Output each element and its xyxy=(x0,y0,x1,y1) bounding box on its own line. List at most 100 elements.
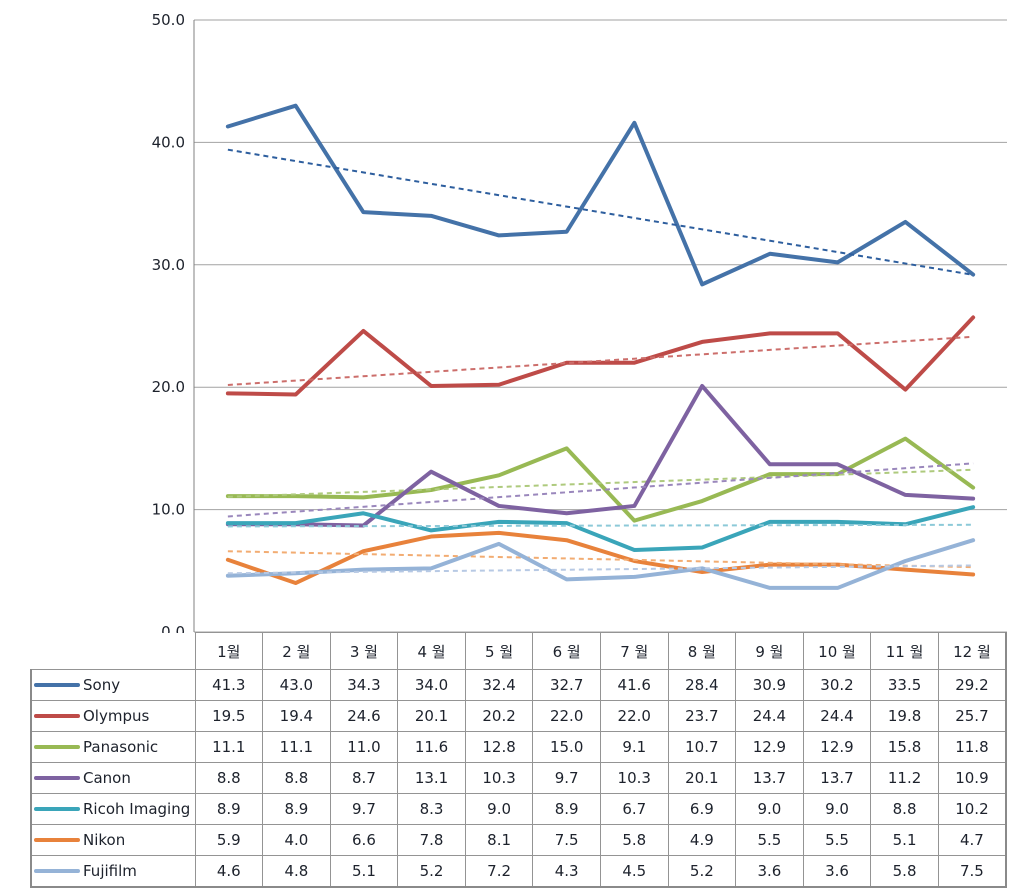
value-cell: 7.8 xyxy=(397,823,466,856)
value-cell: 11.0 xyxy=(329,730,399,763)
value-cell: 13.1 xyxy=(397,761,466,794)
month-header-cell: 7 월 xyxy=(599,632,669,670)
value-cell: 22.0 xyxy=(532,699,601,732)
legend-entry: Panasonic xyxy=(33,732,194,761)
value-cell: 6.9 xyxy=(667,792,737,825)
value-cell: 5.2 xyxy=(397,854,466,888)
value-cell: 41.6 xyxy=(599,669,669,701)
trendline-sony xyxy=(227,148,974,276)
month-header-cell: 2 월 xyxy=(262,632,331,670)
value-cell: 33.5 xyxy=(870,669,939,701)
legend-key-line xyxy=(34,744,80,749)
legend-series-name: Nikon xyxy=(83,830,126,849)
trendline-ricoh-imaging xyxy=(227,523,974,528)
table-row: Fujifilm 4.6 4.8 5.1 5.2 7.2 4.3 4.5 5.2 3.6 3.6 5.… xyxy=(30,854,1007,888)
value-cell: 9.0 xyxy=(735,792,804,825)
month-header-cell: 8 월 xyxy=(667,632,737,670)
value-cell: 5.5 xyxy=(735,823,804,856)
value-cell: 20.1 xyxy=(667,761,737,794)
trendline-panasonic xyxy=(227,468,974,498)
value-cell: 4.9 xyxy=(667,823,737,856)
value-cell: 19.4 xyxy=(262,699,331,732)
legend-series-name: Panasonic xyxy=(83,737,159,756)
value-cell: 28.4 xyxy=(667,669,737,701)
value-cell: 15.8 xyxy=(870,730,939,763)
legend-entry: Sony xyxy=(33,670,194,699)
legend-entry: Ricoh Imaging xyxy=(33,794,194,823)
value-cell: 30.9 xyxy=(735,669,804,701)
legend-entry: Olympus xyxy=(33,701,194,730)
value-cell: 20.2 xyxy=(464,699,534,732)
value-cell: 25.7 xyxy=(937,699,1007,732)
series-line-fujifilm xyxy=(225,538,976,590)
value-cell: 3.6 xyxy=(802,854,872,888)
y-axis-tick-label: 30.0 xyxy=(152,256,185,274)
value-cell: 19.5 xyxy=(194,699,264,732)
value-cell: 5.8 xyxy=(870,854,939,888)
trendline-canon xyxy=(227,462,974,518)
legend-cell: Ricoh Imaging xyxy=(30,792,196,825)
legend-key-line xyxy=(34,682,80,687)
value-cell: 11.1 xyxy=(262,730,331,763)
value-cell: 9.0 xyxy=(802,792,872,825)
value-cell: 8.3 xyxy=(397,792,466,825)
value-cell: 7.2 xyxy=(464,854,534,888)
value-cell: 9.7 xyxy=(329,792,399,825)
legend-series-name: Sony xyxy=(83,675,121,694)
value-cell: 30.2 xyxy=(802,669,872,701)
value-cell: 11.1 xyxy=(194,730,264,763)
legend-key-line xyxy=(34,713,80,718)
legend-entry: Nikon xyxy=(33,825,194,854)
value-cell: 24.6 xyxy=(329,699,399,732)
y-axis-tick-label: 50.0 xyxy=(152,11,185,29)
value-cell: 23.7 xyxy=(667,699,737,732)
value-cell: 10.2 xyxy=(937,792,1007,825)
legend-key-line xyxy=(34,806,80,811)
value-cell: 3.6 xyxy=(735,854,804,888)
value-cell: 10.9 xyxy=(937,761,1007,794)
legend-series-name: Fujifilm xyxy=(83,861,137,880)
value-cell: 41.3 xyxy=(194,669,264,701)
value-cell: 34.3 xyxy=(329,669,399,701)
legend-series-name: Olympus xyxy=(83,706,150,725)
value-cell: 9.0 xyxy=(464,792,534,825)
value-cell: 4.5 xyxy=(599,854,669,888)
legend-entry: Fujifilm xyxy=(33,856,194,885)
table-row: Canon 8.8 8.8 8.7 13.1 10.3 9.7 10.3 20.1 13.7 13.… xyxy=(30,761,1007,794)
legend-cell: Sony xyxy=(30,669,196,701)
legend-series-name: Canon xyxy=(83,768,131,787)
table-row: Panasonic 11.1 11.1 11.0 11.6 12.8 15.0 9.1 10.7… xyxy=(30,730,1007,763)
value-cell: 4.8 xyxy=(262,854,331,888)
table-row: Nikon 5.9 4.0 6.6 7.8 8.1 7.5 5.8 4.9 5.5 5.5 5.1 4.… xyxy=(30,823,1007,856)
value-cell: 19.8 xyxy=(870,699,939,732)
value-cell: 15.0 xyxy=(532,730,601,763)
value-cell: 5.8 xyxy=(599,823,669,856)
series-line-olympus xyxy=(225,315,976,397)
value-cell: 12.9 xyxy=(735,730,804,763)
value-cell: 43.0 xyxy=(262,669,331,701)
value-cell: 10.3 xyxy=(599,761,669,794)
legend-header-blank xyxy=(31,633,195,670)
value-cell: 5.1 xyxy=(870,823,939,856)
series-line-nikon xyxy=(225,530,976,586)
value-cell: 4.6 xyxy=(194,854,264,888)
legend-key-line xyxy=(34,868,80,873)
legend-cell: Fujifilm xyxy=(30,854,196,888)
value-cell: 5.1 xyxy=(329,854,399,888)
month-header-cell: 5 월 xyxy=(464,632,534,670)
table-row: Ricoh Imaging 8.9 8.9 9.7 8.3 9.0 8.9 6.7 6.9 9.0… xyxy=(30,792,1007,825)
trendline-olympus xyxy=(227,335,974,386)
value-cell: 10.7 xyxy=(667,730,737,763)
series-line-ricoh-imaging xyxy=(225,505,976,552)
value-cell: 12.9 xyxy=(802,730,872,763)
value-cell: 5.9 xyxy=(194,823,264,856)
value-cell: 20.1 xyxy=(397,699,466,732)
value-cell: 7.5 xyxy=(532,823,601,856)
value-cell: 9.1 xyxy=(599,730,669,763)
y-axis-tick-label: 0.0 xyxy=(161,623,185,633)
value-cell: 11.2 xyxy=(870,761,939,794)
trendline-fujifilm xyxy=(227,564,974,575)
series-line-canon xyxy=(225,383,976,528)
value-cell: 24.4 xyxy=(735,699,804,732)
